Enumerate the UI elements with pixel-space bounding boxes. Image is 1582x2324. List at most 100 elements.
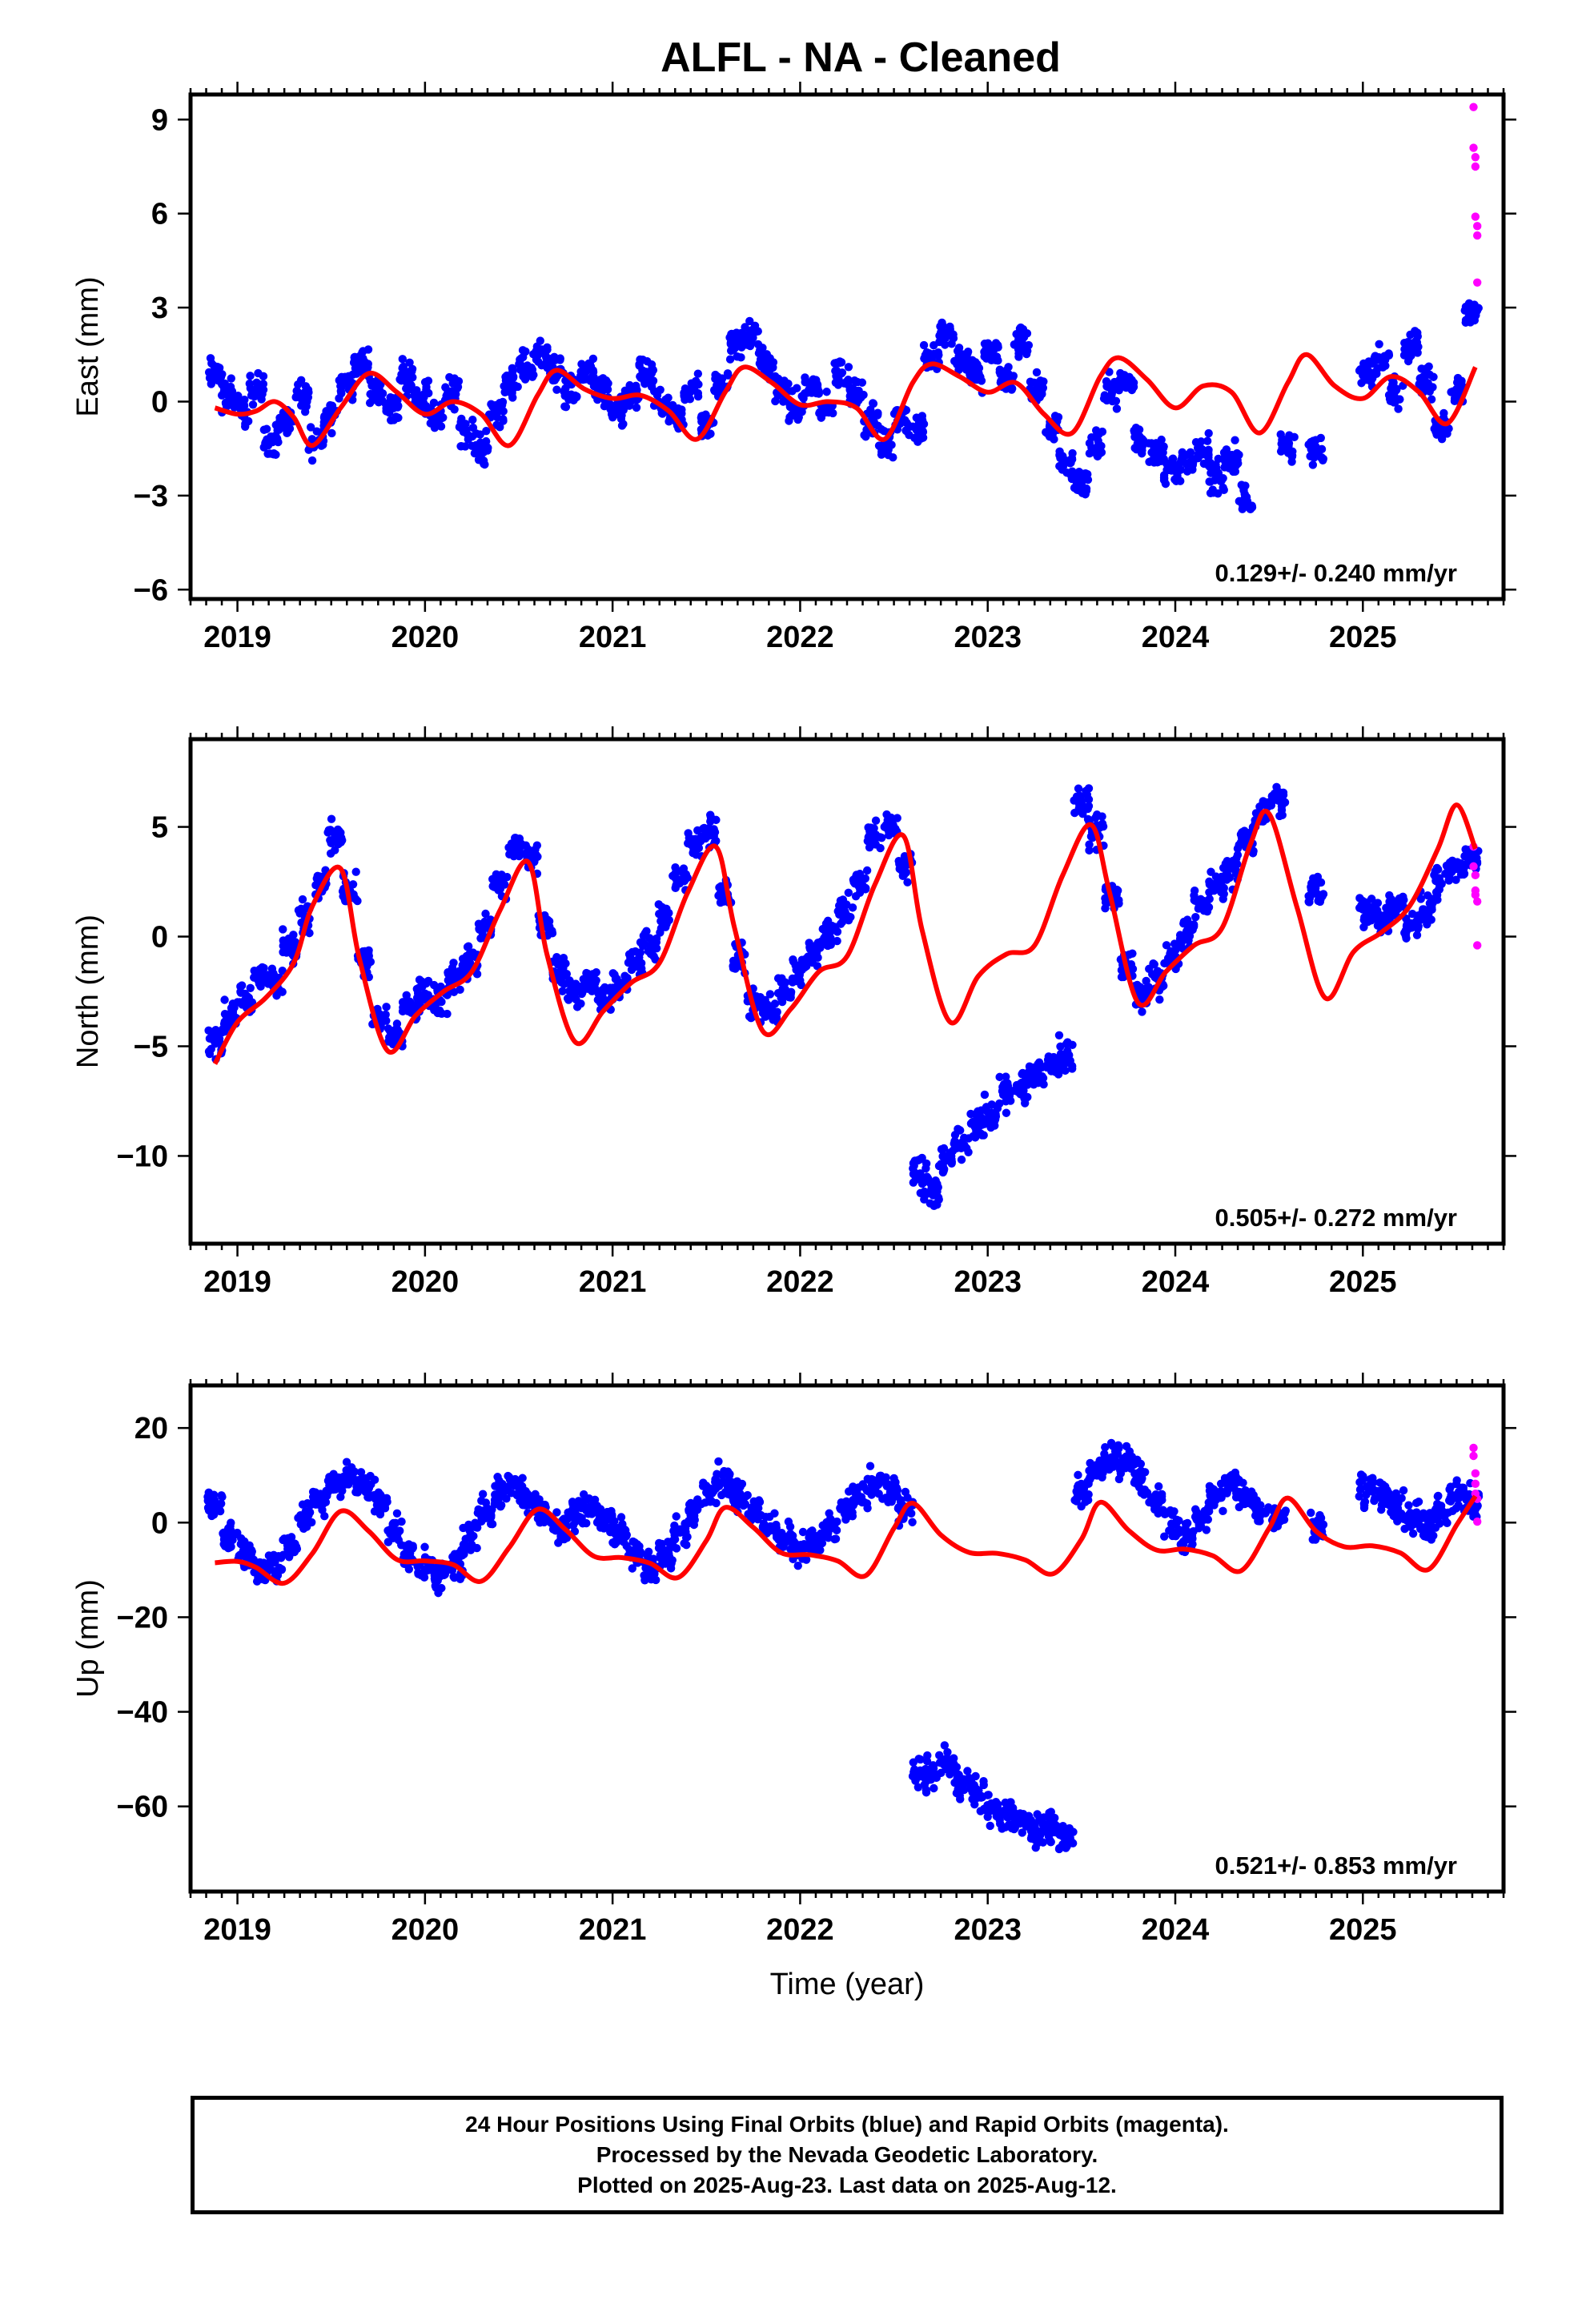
north-x-tick-label: 2023 <box>954 1265 1022 1299</box>
north-final-point <box>1414 924 1422 932</box>
north-final-point <box>1237 830 1245 838</box>
north-final-point <box>393 1019 401 1027</box>
east-final-point <box>1160 476 1168 484</box>
east-final-point <box>235 394 243 402</box>
east-final-point <box>832 372 840 380</box>
up-x-tick-label: 2022 <box>766 1913 834 1947</box>
north-final-point <box>594 987 602 995</box>
north-final-point <box>1142 977 1150 985</box>
north-final-point <box>384 1024 392 1032</box>
east-final-point <box>472 429 480 437</box>
east-final-point <box>1014 337 1022 345</box>
up-final-point <box>610 1517 618 1525</box>
east-final-point <box>521 348 529 356</box>
up-final-point <box>287 1542 295 1550</box>
up-final-point <box>393 1510 401 1518</box>
north-final-point <box>982 1103 990 1111</box>
north-y-axis-label: North (mm) <box>71 915 105 1068</box>
east-final-point <box>430 399 438 407</box>
north-final-point <box>1155 995 1163 1003</box>
up-x-tick-label: 2025 <box>1329 1913 1397 1947</box>
up-frame <box>191 1385 1504 1892</box>
east-final-point <box>877 425 885 433</box>
north-final-point <box>956 1126 964 1134</box>
east-final-point <box>393 403 401 411</box>
east-final-point <box>1241 481 1249 489</box>
east-final-point <box>854 396 862 404</box>
north-final-point <box>1198 901 1206 909</box>
east-final-point <box>498 401 506 409</box>
up-final-point <box>582 1519 590 1527</box>
east-final-point <box>1231 436 1239 444</box>
east-final-point <box>910 434 918 442</box>
east-final-point <box>941 340 949 348</box>
up-final-point <box>566 1513 574 1521</box>
east-final-point <box>218 380 226 388</box>
north-final-point <box>1076 807 1084 815</box>
north-final-point <box>931 1200 939 1208</box>
up-final-point <box>379 1494 387 1502</box>
north-final-point <box>898 867 906 875</box>
north-final-point <box>1464 850 1472 858</box>
north-final-point <box>1068 1064 1076 1072</box>
north-final-point <box>632 963 640 971</box>
east-final-point <box>922 348 930 356</box>
east-final-point <box>275 426 283 434</box>
east-final-point <box>241 423 249 431</box>
north-final-point <box>669 872 677 880</box>
north-y-tick-label: 0 <box>151 921 168 955</box>
north-rate-label: 0.505+/- 0.272 mm/yr <box>1215 1204 1457 1232</box>
north-final-point <box>416 975 424 983</box>
up-final-point <box>389 1519 397 1527</box>
east-x-tick-label: 2020 <box>391 621 460 654</box>
up-final-point <box>279 1536 287 1544</box>
north-final-point <box>239 997 247 1005</box>
north-x-tick-label: 2019 <box>203 1265 271 1299</box>
east-final-point <box>749 334 757 342</box>
east-final-point <box>397 370 405 378</box>
east-final-point <box>1004 363 1012 371</box>
north-final-point <box>1420 906 1428 914</box>
east-final-point <box>1098 428 1106 436</box>
north-final-point <box>685 834 693 842</box>
east-final-point <box>1204 451 1212 459</box>
east-final-point <box>283 419 291 427</box>
north-final-point <box>1371 915 1379 923</box>
east-final-point <box>382 400 390 408</box>
east-final-point <box>1066 459 1074 467</box>
east-final-point <box>1062 468 1070 476</box>
east-rapid-point <box>1473 279 1481 287</box>
east-final-point <box>450 405 458 413</box>
north-x-tick-label: 2022 <box>766 1265 834 1299</box>
up-final-point <box>275 1564 283 1572</box>
east-final-point <box>1176 477 1184 485</box>
north-rapid-point <box>1469 862 1477 870</box>
north-final-point <box>256 983 264 991</box>
up-final-point <box>299 1501 307 1509</box>
north-final-point <box>1436 878 1444 886</box>
north-final-point <box>924 1174 932 1182</box>
east-final-point <box>617 411 625 419</box>
north-final-point <box>1272 783 1280 791</box>
north-final-point <box>229 1007 237 1015</box>
east-x-tick-label: 2019 <box>203 621 271 654</box>
east-final-point <box>355 352 363 360</box>
north-final-point <box>444 968 452 976</box>
east-final-point <box>905 422 913 430</box>
north-final-point <box>1018 1079 1026 1087</box>
up-final-point <box>228 1536 236 1544</box>
up-final-point <box>596 1505 604 1513</box>
up-final-point <box>270 1554 278 1562</box>
north-final-point <box>1220 890 1228 898</box>
north-final-point <box>438 1009 446 1017</box>
north-final-point <box>594 995 602 1003</box>
up-final-point <box>215 1505 223 1513</box>
east-final-point <box>830 359 838 367</box>
east-final-point <box>1194 444 1202 452</box>
east-final-point <box>1438 435 1446 443</box>
east-final-point <box>412 386 420 394</box>
east-panel: 2019 2020 2021 2022 2023 2024 2025 −6 −3 0 3 6 9 East… <box>71 82 1516 654</box>
up-final-point <box>294 1514 302 1522</box>
north-final-point <box>707 813 715 821</box>
north-final-point <box>807 954 815 962</box>
